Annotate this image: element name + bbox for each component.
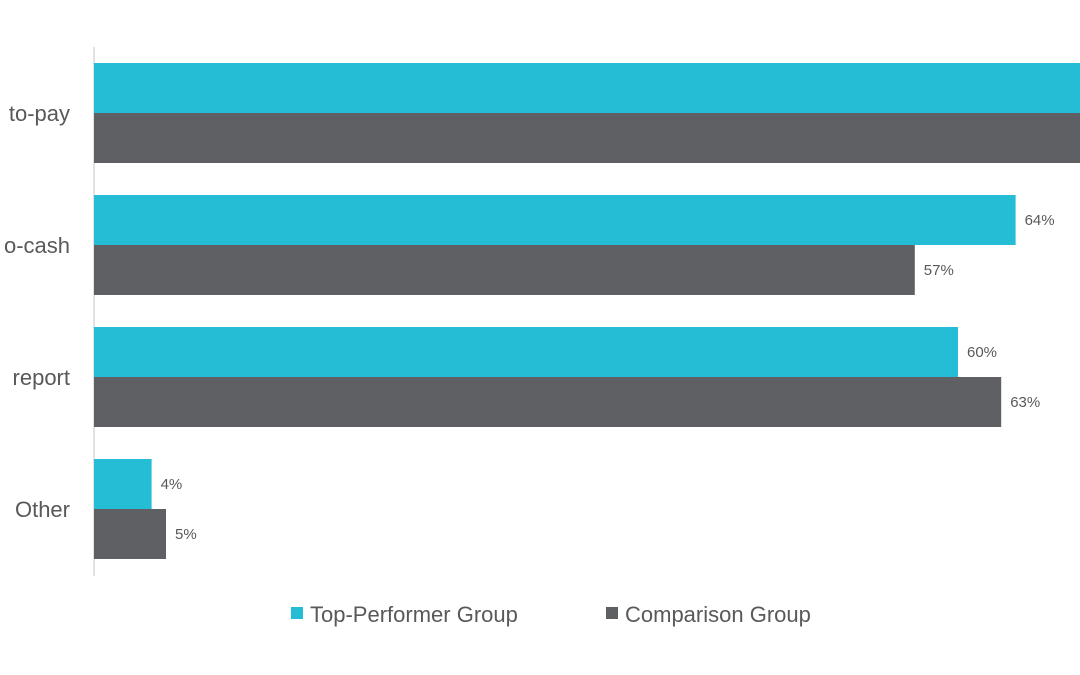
category-label: to-pay <box>9 101 70 126</box>
data-label: 63% <box>1010 394 1040 411</box>
legend-swatch-top-performer <box>291 607 303 619</box>
legend-swatch-comparison <box>606 607 618 619</box>
bar-comparison <box>94 113 1080 163</box>
bar-top-performer <box>94 459 152 509</box>
data-label: 57% <box>924 262 954 279</box>
data-label: 5% <box>175 526 197 543</box>
category-label: report <box>13 365 70 390</box>
bar-comparison <box>94 245 915 295</box>
bar-comparison <box>94 509 166 559</box>
bar-top-performer <box>94 195 1016 245</box>
legend: Top-Performer Group Comparison Group <box>291 602 811 627</box>
category-label: o-cash <box>4 233 70 258</box>
bar-top-performer <box>94 63 1080 113</box>
data-label: 4% <box>161 476 183 493</box>
category-label: Other <box>15 497 70 522</box>
data-label: 64% <box>1025 212 1055 229</box>
bar-top-performer <box>94 327 958 377</box>
bar-comparison <box>94 377 1002 427</box>
legend-label-top-performer: Top-Performer Group <box>310 602 518 627</box>
legend-label-comparison: Comparison Group <box>625 602 811 627</box>
data-label: 60% <box>967 344 997 361</box>
